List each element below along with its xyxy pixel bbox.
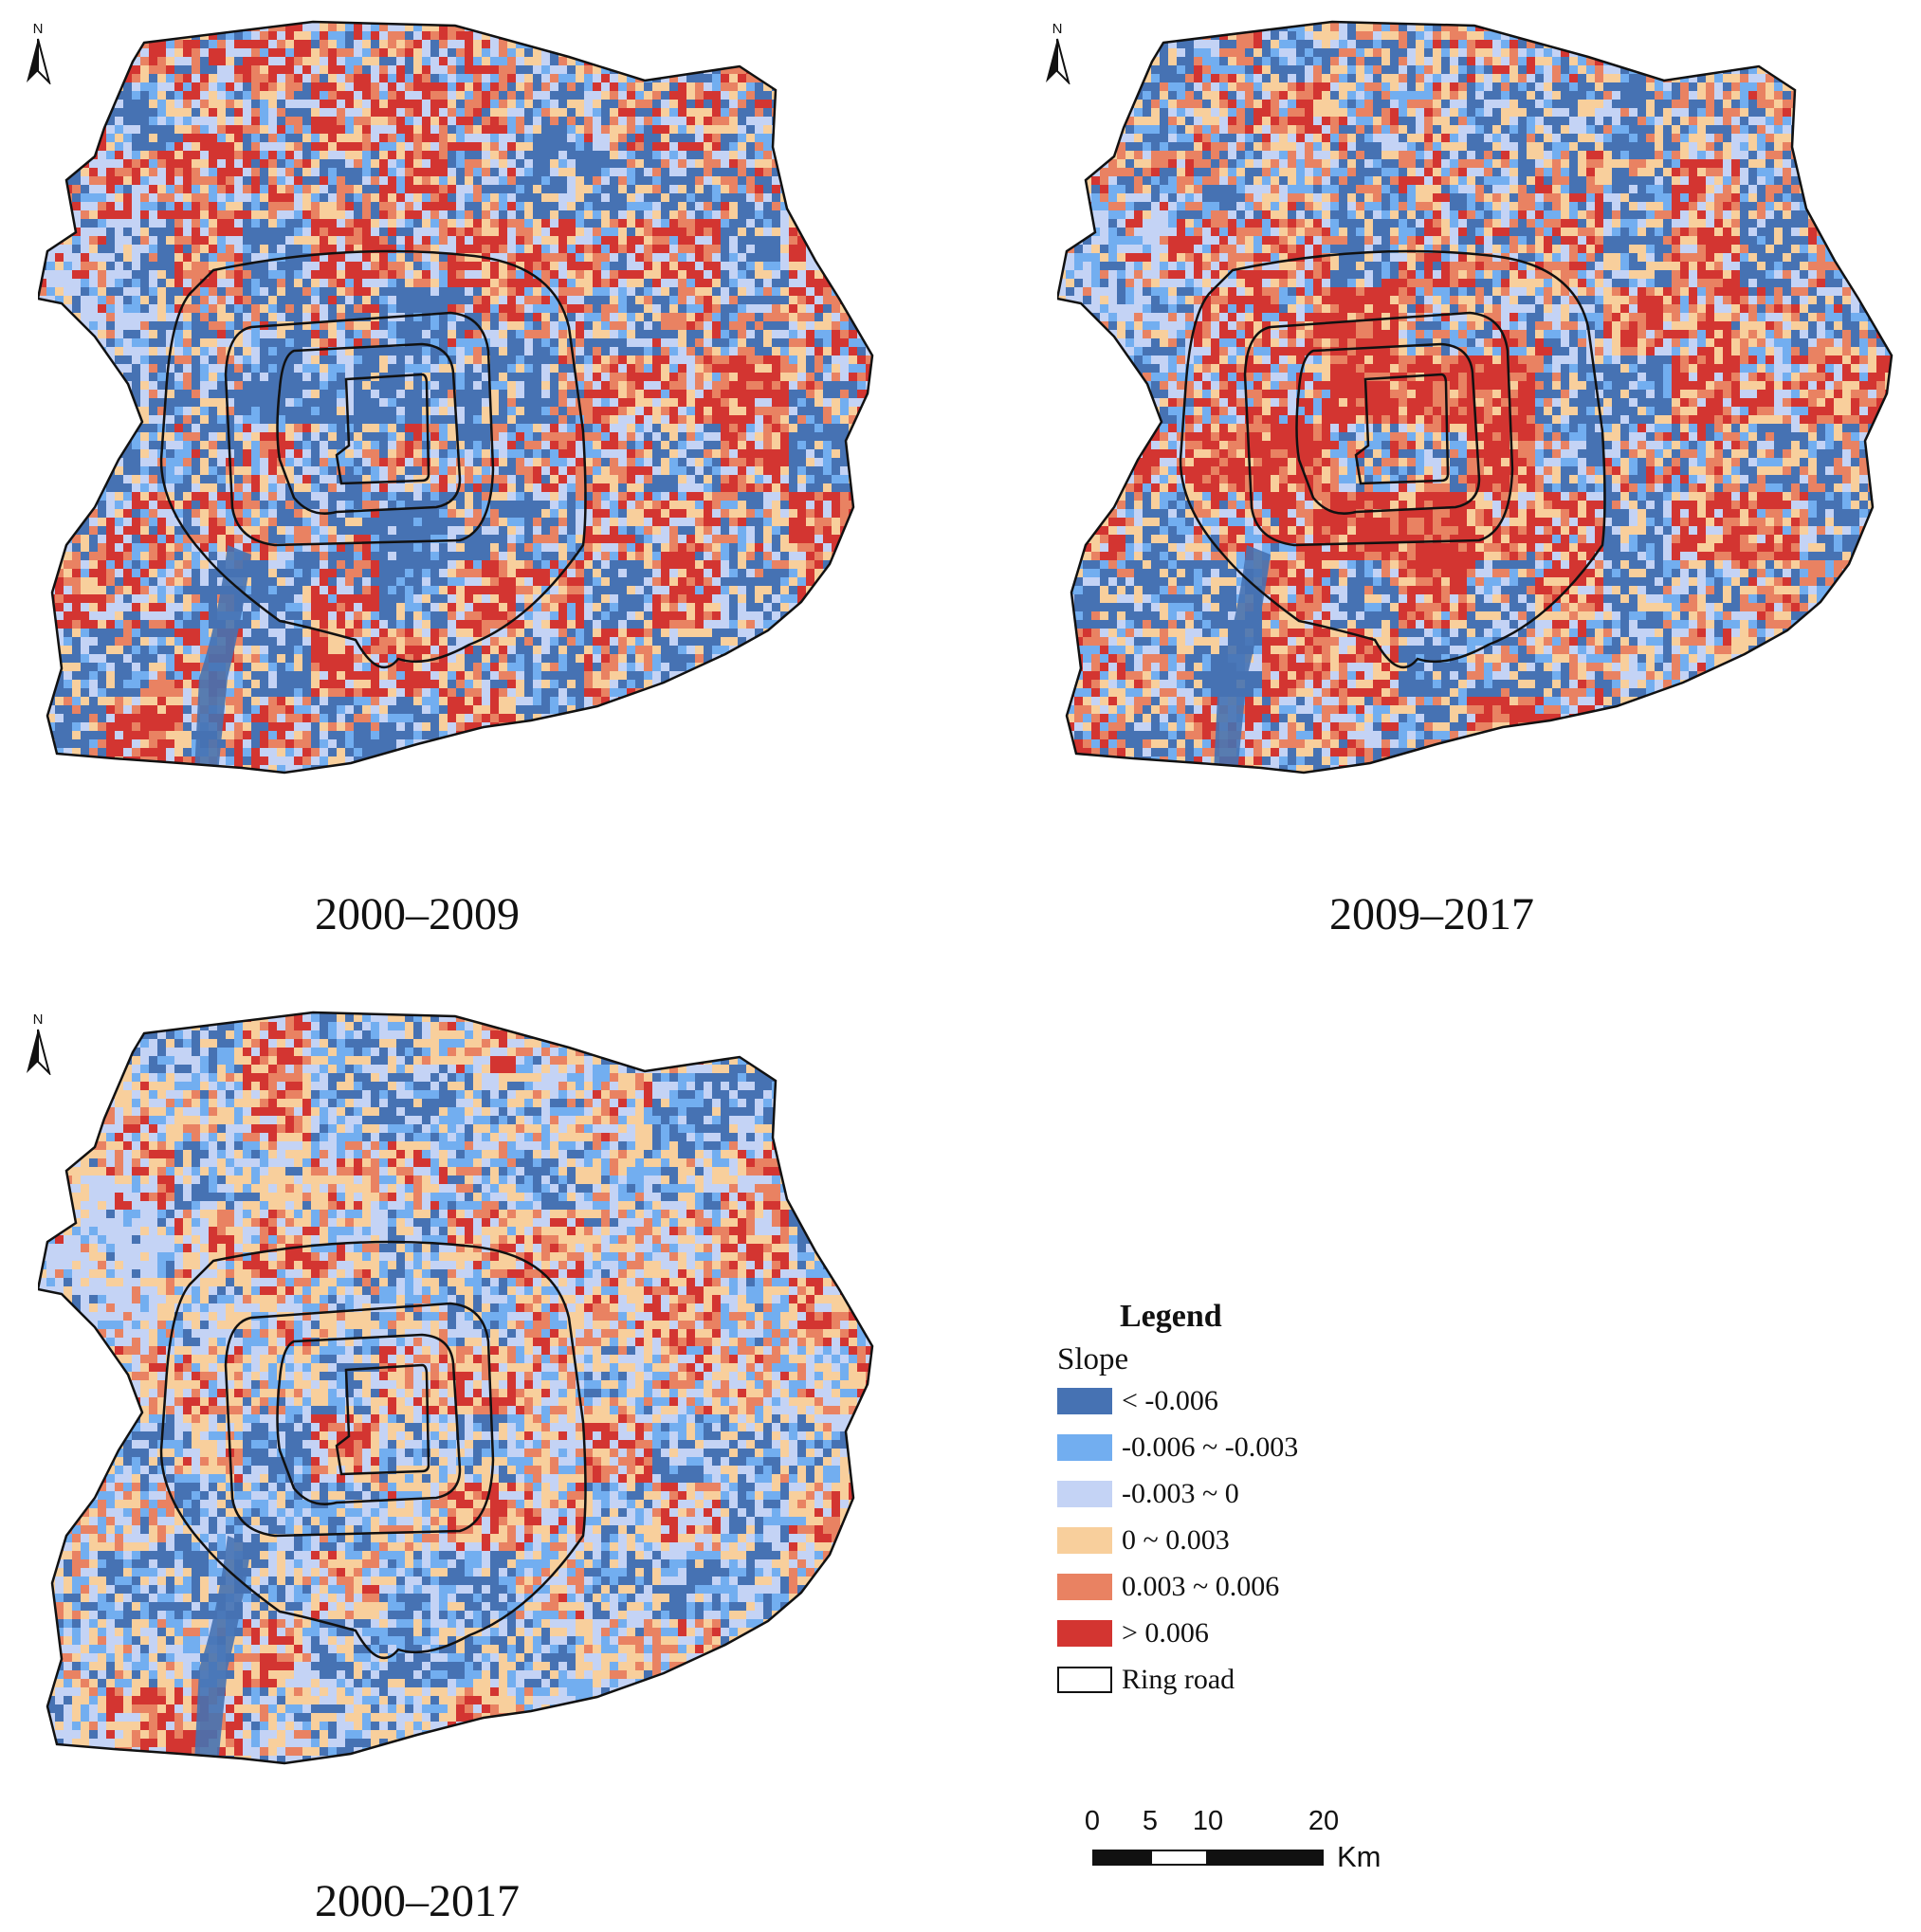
ring-road <box>159 249 587 669</box>
scale-label: 5 <box>1143 1806 1158 1837</box>
legend-item: 0 ~ 0.003 <box>1057 1517 1418 1563</box>
legend-items: < -0.006 -0.006 ~ -0.003 -0.003 ~ 0 0 ~ … <box>1057 1377 1418 1703</box>
scale-segment <box>1092 1850 1150 1866</box>
north-arrow-icon <box>27 38 51 84</box>
ring-road <box>276 1333 462 1505</box>
legend-item: > 0.006 <box>1057 1610 1418 1656</box>
legend-item-ring-road: Ring road <box>1057 1656 1418 1703</box>
legend-item-label: Ring road <box>1122 1664 1235 1696</box>
slope-map <box>38 1011 874 1765</box>
north-letter: N <box>19 1012 57 1028</box>
city-boundary <box>38 20 874 775</box>
north-arrow-icon <box>1046 38 1070 84</box>
ring-road <box>1179 249 1606 669</box>
legend-swatch <box>1057 1387 1112 1414</box>
map-caption: 2000–2017 <box>133 1875 702 1927</box>
ring-road <box>1243 311 1514 547</box>
map-legend: Legend Slope < -0.006 -0.006 ~ -0.003 -0… <box>1057 1299 1418 1703</box>
map-panel-2000-2017: N <box>27 1005 891 1858</box>
legend-item-label: -0.006 ~ -0.003 <box>1122 1431 1298 1464</box>
legend-swatch <box>1057 1526 1112 1554</box>
north-arrow: N <box>1038 22 1076 84</box>
scale-label: 0 <box>1085 1806 1100 1837</box>
legend-swatch <box>1057 1433 1112 1461</box>
legend-swatch <box>1057 1573 1112 1600</box>
legend-swatch <box>1057 1480 1112 1507</box>
map-panel-2009-2017: N <box>1046 14 1911 867</box>
north-letter: N <box>1038 22 1076 37</box>
scale-segment <box>1208 1850 1324 1866</box>
ring-road <box>1354 373 1450 485</box>
scale-segment <box>1150 1850 1208 1866</box>
legend-subtitle: Slope <box>1057 1342 1418 1377</box>
ring-road <box>224 1302 495 1538</box>
map-caption: 2009–2017 <box>1147 888 1716 940</box>
north-letter: N <box>19 22 57 37</box>
legend-item: < -0.006 <box>1057 1377 1418 1424</box>
river-feature <box>194 545 251 773</box>
scale-unit: Km <box>1337 1840 1381 1874</box>
map-caption: 2000–2009 <box>133 888 702 940</box>
ring-road <box>335 1363 430 1476</box>
river-feature <box>1214 545 1271 773</box>
legend-item-label: 0.003 ~ 0.006 <box>1122 1571 1279 1603</box>
city-boundary <box>1057 20 1894 775</box>
legend-item-label: 0 ~ 0.003 <box>1122 1524 1230 1557</box>
map-panel-2000-2009: N <box>27 14 891 867</box>
ring-road <box>276 342 462 515</box>
ring-road-swatch <box>1057 1666 1112 1693</box>
legend-item: 0.003 ~ 0.006 <box>1057 1563 1418 1610</box>
ring-road <box>335 373 430 485</box>
north-arrow-icon <box>27 1029 51 1075</box>
scale-label: 10 <box>1193 1806 1223 1837</box>
scale-bar: 0 5 10 20 Km <box>1085 1806 1394 1891</box>
legend-swatch <box>1057 1619 1112 1647</box>
legend-item-label: > 0.006 <box>1122 1617 1209 1649</box>
north-arrow: N <box>19 22 57 84</box>
ring-road <box>159 1240 587 1660</box>
legend-item-label: < -0.006 <box>1122 1385 1218 1417</box>
river-feature <box>194 1536 251 1763</box>
north-arrow: N <box>19 1012 57 1075</box>
legend-item-label: -0.003 ~ 0 <box>1122 1478 1239 1510</box>
slope-map <box>1057 20 1894 775</box>
ring-road <box>1295 342 1481 515</box>
slope-map <box>38 20 874 775</box>
legend-item: -0.003 ~ 0 <box>1057 1470 1418 1517</box>
ring-road <box>224 311 495 547</box>
legend-title: Legend <box>1120 1299 1418 1335</box>
city-boundary <box>38 1011 874 1765</box>
scale-label: 20 <box>1308 1806 1339 1837</box>
legend-item: -0.006 ~ -0.003 <box>1057 1424 1418 1470</box>
